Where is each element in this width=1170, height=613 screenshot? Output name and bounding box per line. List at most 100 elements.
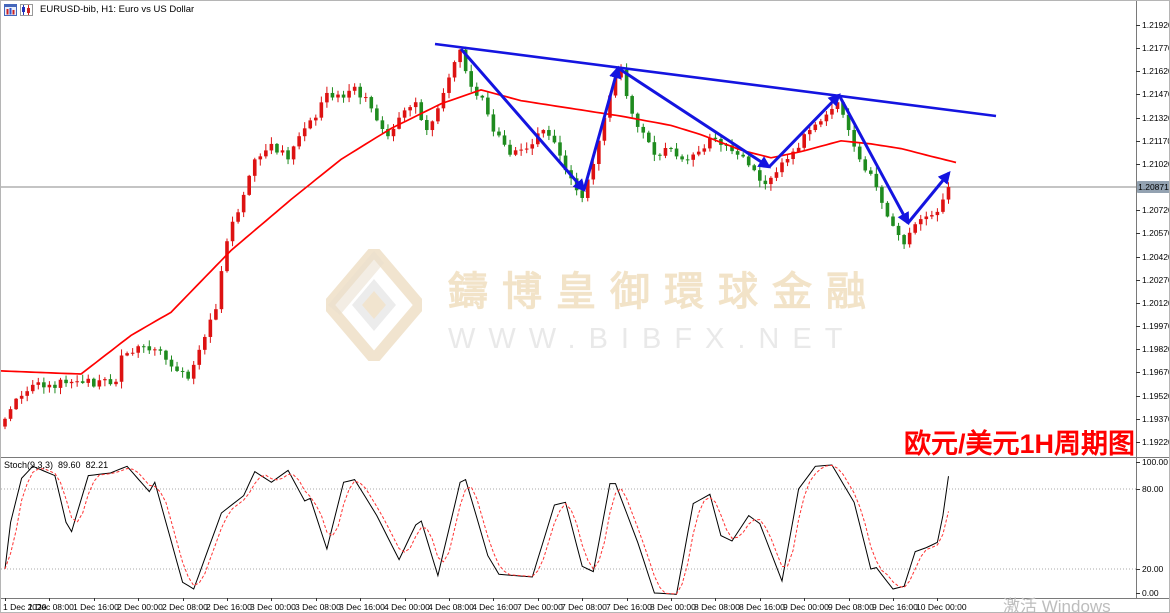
price-tick [1136,419,1140,420]
price-label: 1.20270 [1142,275,1170,285]
price-label: 1.19820 [1142,344,1170,354]
candlestick-chart-icon [20,3,33,16]
price-tick [1136,349,1140,350]
title-bar: EURUSD-bib, H1: Euro vs US Dollar [4,3,195,16]
time-tick [493,598,494,601]
time-tick [849,598,850,601]
time-label: 7 Dec 00:00 [517,602,563,612]
price-tick [1136,257,1140,258]
time-label: 9 Dec 00:00 [783,602,829,612]
time-tick [94,598,95,601]
price-tick [1136,593,1140,594]
price-label: 1.19670 [1142,367,1170,377]
time-label: 7 Dec 16:00 [606,602,652,612]
price-axis[interactable]: 1.21920 1.21770 1.21620 1.21470 1.21320 1.211… [1136,1,1170,598]
stoch-d-value: 82.21 [85,460,109,470]
price-tick [1136,71,1140,72]
price-label: 1.21620 [1142,66,1170,76]
time-label: 3 Dec 08:00 [295,602,341,612]
price-label: 1.20120 [1142,298,1170,308]
price-tick [1136,233,1140,234]
price-tick [1136,462,1140,463]
price-tick [1136,164,1140,165]
time-tick [49,598,50,601]
time-tick [804,598,805,601]
watermark: 鑄博皇御環球金融 WWW.BIBFX.NET [320,242,880,368]
price-label: 1.19520 [1142,391,1170,401]
price-axis-border [1136,1,1137,598]
time-tick [316,598,317,601]
main-chart[interactable] [1,11,1136,457]
time-label: 1 Dec 2020 [3,602,47,612]
price-label: 1.20720 [1142,205,1170,215]
price-label: 1.19370 [1142,414,1170,424]
stoch-axis-label: 20.00 [1142,564,1164,574]
time-label: 7 Dec 08:00 [561,602,607,612]
time-tick [937,598,938,601]
price-tick [1136,569,1140,570]
stoch-axis-label: 0.00 [1142,588,1159,598]
period-annotation: 欧元/美元1H周期图 [903,429,1135,459]
price-tick [1136,94,1140,95]
time-tick [671,598,672,601]
time-label: 8 Dec 00:00 [650,602,696,612]
time-tick [449,598,450,601]
time-label: 3 Dec 00:00 [250,602,296,612]
price-label: 1.19970 [1142,321,1170,331]
chart-title: EURUSD-bib, H1: Euro vs US Dollar [40,3,195,15]
price-label: 1.21320 [1142,113,1170,123]
time-label: 10 Dec 00:00 [916,602,967,612]
price-tick [1136,280,1140,281]
stoch-axis-label: 80.00 [1142,484,1164,494]
time-label: 8 Dec 16:00 [739,602,785,612]
price-tick [1136,210,1140,211]
price-tick [1136,372,1140,373]
time-tick [183,598,184,601]
time-label: 2 Dec 16:00 [206,602,252,612]
time-tick [715,598,716,601]
time-tick [760,598,761,601]
time-label: 4 Dec 08:00 [428,602,474,612]
price-tick [1136,48,1140,49]
price-label: 1.21170 [1142,136,1170,146]
price-tick [1136,442,1140,443]
activate-windows-text: 激活 Windows [1003,597,1111,613]
pane-separator[interactable] [1,457,1169,458]
time-tick [893,598,894,601]
price-label: 1.19220 [1142,437,1170,447]
time-label: 8 Dec 08:00 [694,602,740,612]
price-label: 1.20570 [1142,228,1170,238]
price-tick [1136,25,1140,26]
price-tick [1136,118,1140,119]
stoch-label: Stoch(9,3,3) 89.60 82.21 [4,460,113,470]
time-axis-separator [1,598,1169,599]
time-tick [627,598,628,601]
time-tick [538,598,539,601]
time-axis[interactable]: 1 Dec 2020 1 Dec 08:00 1 Dec 16:00 2 Dec 00… [1,598,1169,612]
price-label: 1.21470 [1142,89,1170,99]
stochastic-pane[interactable] [1,459,1136,598]
time-label: 4 Dec 16:00 [472,602,518,612]
time-label: 1 Dec 08:00 [28,602,74,612]
time-label: 2 Dec 08:00 [162,602,208,612]
price-label: 1.21020 [1142,159,1170,169]
time-label: 9 Dec 16:00 [872,602,918,612]
time-tick [5,598,6,601]
price-label: 1.20420 [1142,252,1170,262]
time-label: 1 Dec 16:00 [73,602,119,612]
current-price-badge: 1.20871 [1137,181,1169,193]
price-tick [1136,489,1140,490]
time-tick [138,598,139,601]
brand-diamond-icon [320,242,428,368]
price-tick [1136,141,1140,142]
brand-name-text: 鑄博皇御環球金融 [448,270,880,314]
time-label: 2 Dec 00:00 [117,602,163,612]
time-tick [582,598,583,601]
price-tick [1136,396,1140,397]
time-tick [360,598,361,601]
price-label: 1.21770 [1142,43,1170,53]
price-tick [1136,326,1140,327]
bar-chart-icon [4,3,17,16]
time-tick [227,598,228,601]
